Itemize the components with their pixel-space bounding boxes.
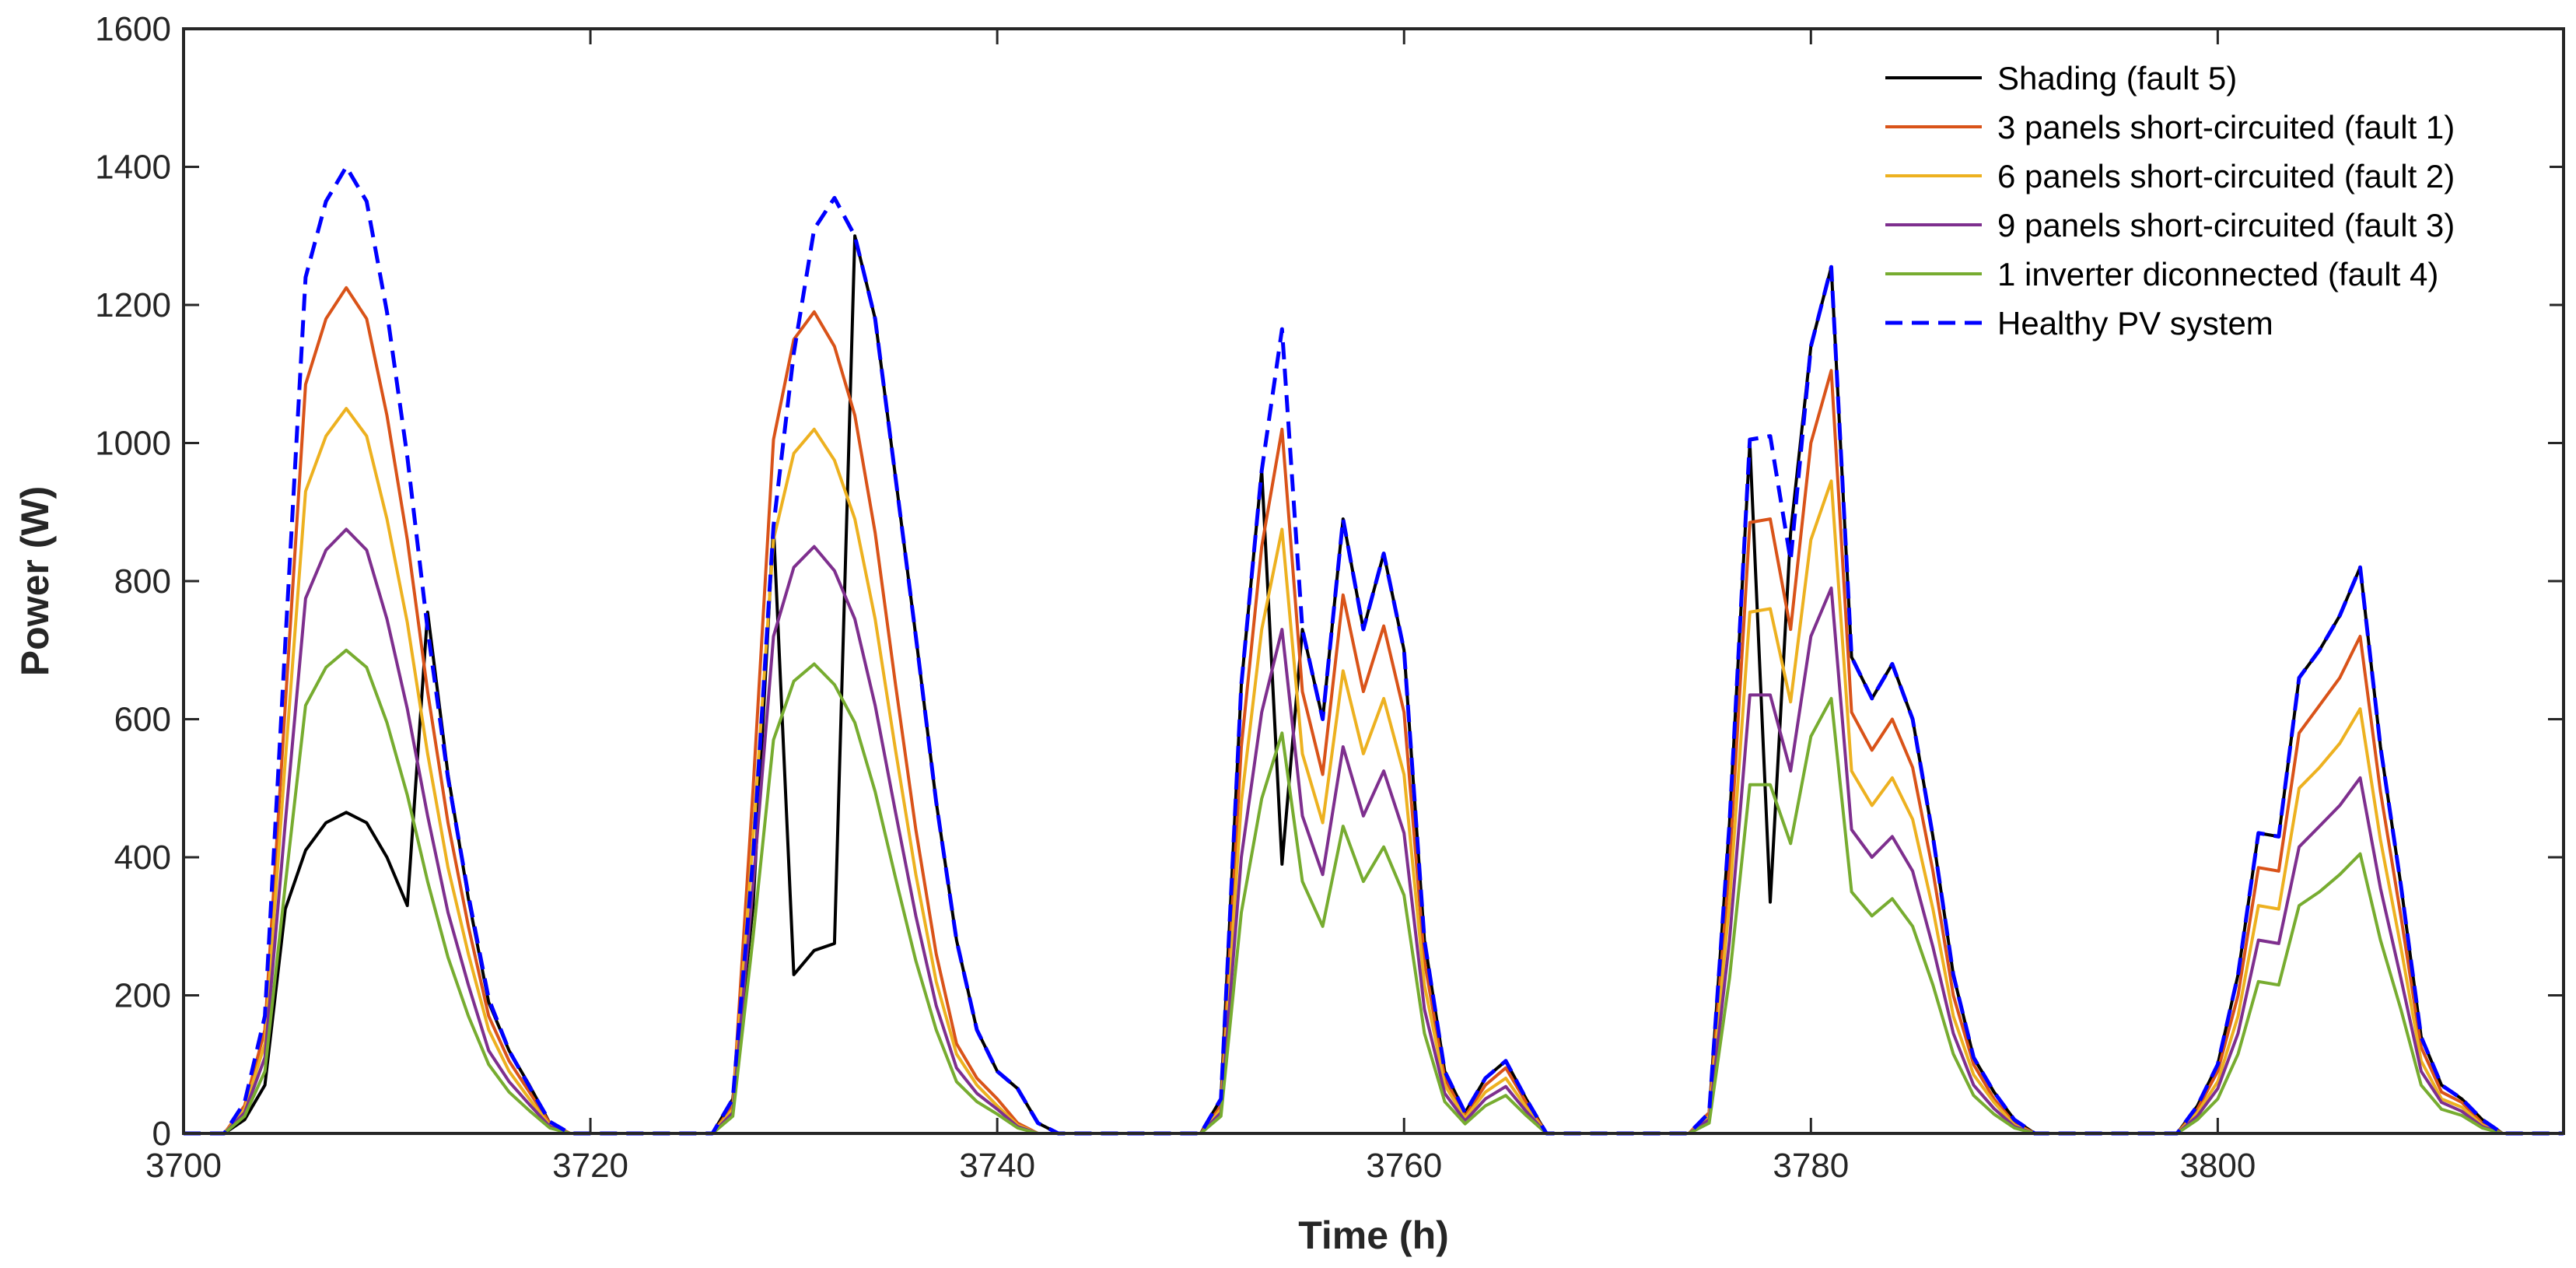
series-line-6 xyxy=(184,165,2564,1136)
series-layer xyxy=(184,165,2564,1136)
x-tick-label: 3740 xyxy=(959,1147,1035,1185)
x-tick-label: 3760 xyxy=(1366,1147,1442,1185)
x-tick-label: 3800 xyxy=(2179,1147,2256,1185)
y-tick-label: 1000 xyxy=(95,425,171,463)
legend-label-1: Shading (fault 5) xyxy=(1997,60,2237,96)
y-axis-label: Power (W) xyxy=(13,486,57,676)
y-tick-label: 1200 xyxy=(95,286,171,324)
x-tick-label: 3780 xyxy=(1773,1147,1849,1185)
tick-layer: 3700 3720 3740 3760 3780 3800 0 200 400 600 800 100… xyxy=(95,10,2564,1185)
y-tick-label: 600 xyxy=(114,701,171,739)
series-line-4 xyxy=(184,527,2564,1135)
legend-label-5: 1 inverter diconnected (fault 4) xyxy=(1997,256,2438,292)
series-line-3 xyxy=(184,407,2564,1135)
legend-label-4: 9 panels short-circuited (fault 3) xyxy=(1997,207,2455,243)
x-tick-label: 3720 xyxy=(552,1147,628,1185)
x-axis-label: Time (h) xyxy=(1298,1214,1449,1257)
y-tick-label: 400 xyxy=(114,839,171,877)
y-tick-label: 1400 xyxy=(95,149,171,187)
y-tick-label: 800 xyxy=(114,562,171,601)
series-line-5 xyxy=(184,648,2564,1135)
y-tick-label: 0 xyxy=(152,1115,171,1153)
y-tick-label: 200 xyxy=(114,977,171,1015)
y-tick-label: 1600 xyxy=(95,10,171,48)
series-line-2 xyxy=(184,285,2564,1135)
legend-box xyxy=(1865,47,2550,355)
legend-label-2: 3 panels short-circuited (fault 1) xyxy=(1997,109,2455,145)
x-tick-label: 3700 xyxy=(145,1147,222,1185)
legend: Shading (fault 5) 3 panels short-circuite… xyxy=(1865,47,2550,355)
legend-label-6: Healthy PV system xyxy=(1997,305,2273,342)
legend-label-3: 6 panels short-circuited (fault 2) xyxy=(1997,158,2455,194)
